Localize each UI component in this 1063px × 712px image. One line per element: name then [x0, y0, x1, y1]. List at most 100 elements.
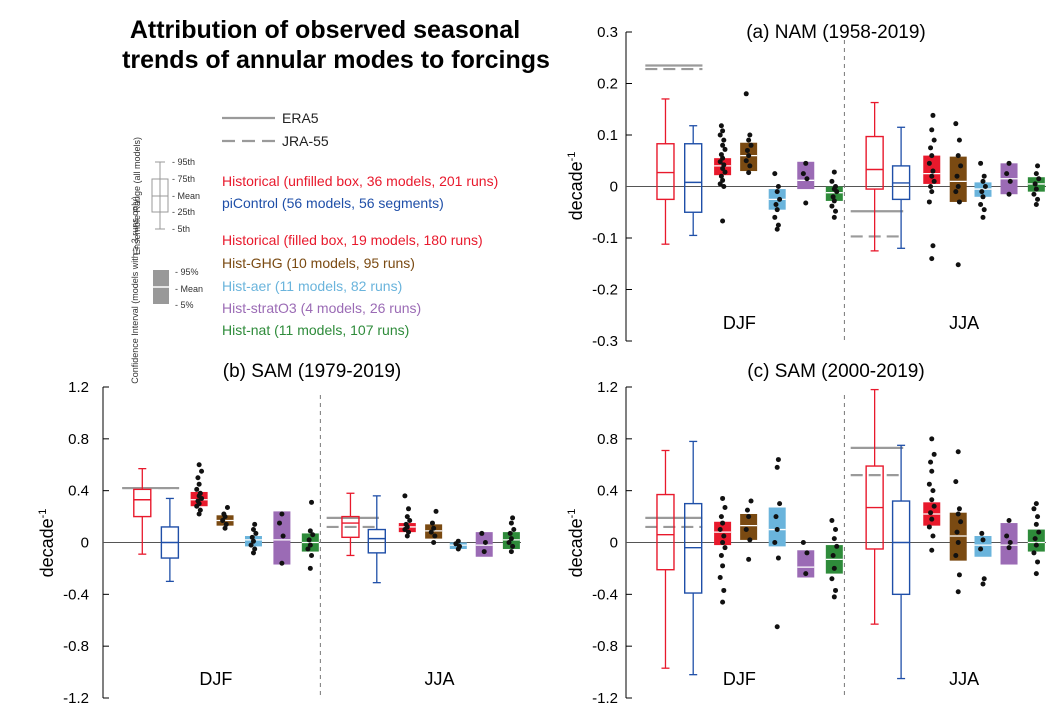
panel-a-djf-historical-ci-dot [720, 128, 726, 134]
panel-a-ytick-label-0-1: 0.1 [597, 127, 618, 144]
panel-c-djf-hist-ghg-ci-dot [746, 556, 752, 562]
panel-a-djf-historical-ci-dot [720, 142, 726, 148]
panel-b-ytick-label-1-2: 1.2 [68, 379, 89, 396]
panel-a-jja-historical-ci-dot [931, 137, 937, 143]
panel-a-djf-hist-ghg-ci-dot [746, 137, 752, 143]
panel-b-jja-historical-ci-dot [402, 493, 408, 499]
panel-a-jja-hist-nat-ci-dot [1036, 176, 1042, 182]
legend-entry-hist-ghg-10-models-95-runs: Hist-GHG (10 models, 95 runs) [222, 255, 415, 271]
panel-c-ytick-label-0-8: 0.8 [597, 431, 618, 448]
panel-c-sam-2000-2019: (c) SAM (2000-2019) 1.2 0.8 0.4 0 -0.4 -0.8 -1.… [566, 361, 1046, 707]
panel-b-djf-hist-ghg-ci-dot [223, 521, 229, 527]
panel-b-ytick-label-0-8: 0.8 [68, 431, 89, 448]
legend: ERA5 JRA-55 - 95th - 75th - Mean - 25th - 5th E… [130, 110, 498, 384]
panel-a-jja-hist-aer-ci-dot [978, 160, 984, 166]
panel-b-djf-hist-aer-ci-dot [249, 534, 255, 540]
panel-a-jja-hist-ghg-ci-dot [953, 189, 959, 195]
panel-a-jja-hist-ghg-ci-dot [958, 163, 964, 169]
panel-b-djf-historical-ci-dot [196, 481, 202, 487]
legend-entry-picontrol-56-models-56-segments: piControl (56 models, 56 segments) [222, 195, 444, 211]
panel-a-djf-historical-ci-dot [717, 181, 723, 187]
panel-b-djf-hist-aer-ci-dot [252, 521, 258, 527]
panel-a-ytick-label-0-3: 0.3 [597, 24, 618, 41]
panel-b-djf-historical-ci-dot [196, 462, 202, 468]
panel-c-jja-hist-aer-ci-dot [978, 546, 984, 552]
panel-a-djf-historical-range-box [656, 143, 675, 201]
panel-a-djf-historical-ci-dot [720, 218, 726, 224]
panel-a-djf-historical-ci-dot [717, 159, 723, 165]
panel-c-djf-historical-ci-box [714, 521, 732, 546]
panel-a-djf-historical-ci-dot [718, 173, 724, 179]
panel-b-djf-historical-ci-dot [197, 490, 203, 496]
panel-c-jja-hist-ghg-ci-dot [956, 572, 962, 578]
panel-a-nam-1958-2019: (a) NAM (1958-2019) 0.3 0.2 0.1 0 -0.1 -0.2 -0.… [566, 22, 1046, 350]
panel-a-djf-hist-ghg-ci-dot [744, 147, 750, 153]
panel-a-djf-historical-ci-dot [718, 152, 724, 158]
panel-c-jja-hist-ghg-ci-dot [955, 511, 961, 517]
panel-a-jja-historical-ci-dot [926, 160, 932, 166]
panel-a-djf-hist-aer-ci-dot [772, 214, 778, 220]
panel-a-djf-hist-aer-ci-dot [774, 207, 780, 213]
panel-a-season-djf: DJF [723, 313, 756, 333]
panel-a-djf-historical-ci-dot [721, 162, 727, 168]
panel-a-jja-hist-ghg-ci-dot [954, 173, 960, 179]
panel-c-djf-historical-ci-dot [720, 495, 726, 501]
panel-b-djf-hist-aer-ci-dot [248, 542, 254, 548]
panel-b-jja-historical-ci-dot [406, 506, 412, 512]
panel-c-jja-hist-aer-ci-box [974, 536, 992, 557]
panel-a-djf-hist-aer-ci-dot [775, 222, 781, 228]
panel-c-jja-historical-ci-dot [931, 503, 937, 509]
panel-c-jja-hist-nat-ci-dot [1033, 501, 1039, 507]
panel-a-djf-hist-nat-ci-dot [833, 184, 839, 189]
panel-a-jja-hist-aer-ci-dot [979, 189, 985, 195]
panel-c-jja-historical-ci-dot [929, 497, 935, 503]
panel-b-djf-hist-strato3-ci-dot [279, 511, 285, 517]
panel-a-jja-hist-strato3-ci-dot [1006, 191, 1012, 197]
panel-a-djf-hist-ghg-ci-dot [748, 142, 754, 148]
panel-c-djf-hist-ghg-ci-dot [746, 514, 752, 520]
legend-entry-hist-nat-11-models-107-runs: Hist-nat (11 models, 107 runs) [222, 322, 409, 338]
panel-a-jja-hist-ghg-ci-dot [955, 262, 961, 268]
panel-c-jja-historical-ci-dot [929, 468, 935, 474]
panel-b-djf-historical-ci-dot [195, 475, 201, 481]
panel-a-djf-hist-strato3-ci-dot [804, 176, 810, 182]
panel-c-jja-hist-ghg-ci-dot [955, 540, 961, 545]
panel-b-season-djf: DJF [199, 669, 232, 689]
panel-a-djf-hist-strato3-ci-box [797, 161, 815, 190]
panel-c-jja-hist-ghg-ci-dot [955, 589, 961, 595]
panel-c-jja-hist-strato3-ci-dot [1006, 545, 1012, 551]
panel-b-djf-historical-ci-dot [196, 511, 202, 517]
panel-a-djf-hist-nat-ci-dot [829, 178, 835, 184]
panel-b-djf-hist-strato3-ci-dot [277, 520, 283, 526]
panel-b-djf-hist-aer-ci-dot [250, 550, 256, 556]
panel-b-season-jja: JJA [424, 669, 454, 689]
panel-c-djf-hist-nat-ci-dot [833, 587, 839, 593]
panel-c-djf-historical-ci-dot [720, 540, 726, 545]
panel-c-jja-historical-ci-dot [929, 516, 935, 522]
panel-a-djf-hist-aer-ci-dot [774, 226, 780, 232]
panel-a-jja-hist-aer-ci-dot [980, 178, 986, 184]
panel-a-jja-historical-ci-dot [929, 127, 935, 133]
panel-b-jja-historical-ci-dot [406, 529, 412, 535]
panel-a-djf-historical-ci-dot [718, 123, 724, 129]
legend-entry-hist-aer-11-models-82-runs: Hist-aer (11 models, 82 runs) [222, 278, 402, 294]
panel-b-jja-hist-strato3-ci-dot [482, 540, 488, 545]
panel-c-season-djf: DJF [723, 669, 756, 689]
panel-b-jja-hist-ghg-ci-dot [433, 508, 439, 514]
panel-b-djf-hist-nat-ci-dot [307, 542, 313, 548]
legend-obs-label-era5: ERA5 [282, 110, 319, 126]
panel-a-jja-hist-aer-ci-dot [981, 207, 987, 213]
panel-b-jja-historical-range-box [341, 515, 360, 539]
panel-a-jja-historical-ci-dot [928, 145, 934, 151]
panel-c-djf-hist-strato3-ci-box [797, 550, 815, 578]
panel-c-ylabel-base: decade [566, 518, 586, 577]
panel-a-jja-historical-ci-dot [926, 199, 932, 205]
panel-a-djf-historical-ci-dot [720, 177, 726, 183]
panel-a-djf-picontrol-range-box [684, 143, 703, 213]
panel-c-jja-hist-ghg-ci-dot [953, 479, 959, 485]
panel-c-djf-hist-nat-ci-dot [829, 576, 835, 582]
panel-c-djf-historical-ci-dot [717, 574, 723, 580]
panel-c-ylabel-exponent: -1 [566, 509, 578, 519]
panel-c-djf-historical-ci-dot [721, 587, 727, 593]
panel-c-jja-historical-ci-dot [930, 488, 936, 494]
